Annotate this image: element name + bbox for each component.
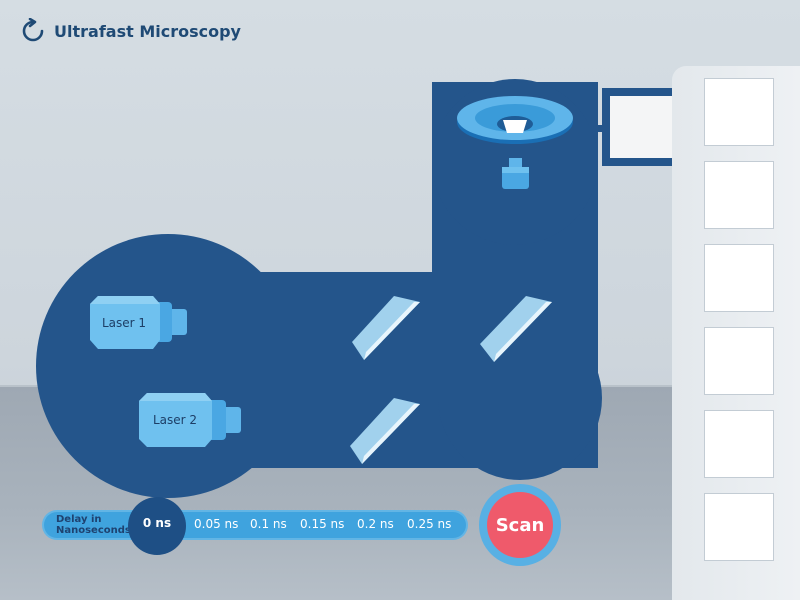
laser-1[interactable] bbox=[90, 296, 187, 349]
delay-label: Delay in Nanoseconds bbox=[56, 514, 131, 536]
shelf-slot-3[interactable] bbox=[704, 244, 774, 312]
delay-slider-knob[interactable] bbox=[128, 497, 186, 555]
scan-button[interactable]: Scan bbox=[487, 492, 553, 558]
delay-slider-inner bbox=[44, 512, 466, 538]
laser-1-label: Laser 1 bbox=[102, 316, 147, 330]
mirror-1[interactable] bbox=[352, 296, 420, 360]
shelf-slot-1[interactable] bbox=[704, 78, 774, 146]
page-title: Ultrafast Microscopy bbox=[54, 21, 241, 41]
objective-lens bbox=[502, 158, 529, 189]
delay-label-line2: Nanoseconds bbox=[56, 525, 131, 536]
delay-option-0-15[interactable]: 0.15 ns bbox=[300, 517, 345, 531]
detector-screen bbox=[610, 96, 672, 158]
shelf-slot-4[interactable] bbox=[704, 327, 774, 395]
header: Ultrafast Microscopy bbox=[20, 18, 241, 44]
mirror-3[interactable] bbox=[350, 398, 420, 464]
mirror-2[interactable] bbox=[480, 296, 552, 362]
sample-stage[interactable] bbox=[457, 96, 573, 144]
shelf-slot-5[interactable] bbox=[704, 410, 774, 478]
reset-icon[interactable] bbox=[20, 18, 46, 44]
delay-option-0-05[interactable]: 0.05 ns bbox=[194, 517, 239, 531]
laser-2[interactable] bbox=[139, 393, 241, 447]
delay-selected-value: 0 ns bbox=[142, 516, 172, 530]
laser-2-label: Laser 2 bbox=[153, 413, 198, 427]
delay-label-line1: Delay in bbox=[56, 514, 102, 525]
delay-option-0-2[interactable]: 0.2 ns bbox=[357, 517, 394, 531]
delay-option-0-1[interactable]: 0.1 ns bbox=[250, 517, 287, 531]
delay-option-0-25[interactable]: 0.25 ns bbox=[407, 517, 452, 531]
shelf-slot-2[interactable] bbox=[704, 161, 774, 229]
shelf-slot-6[interactable] bbox=[704, 493, 774, 561]
